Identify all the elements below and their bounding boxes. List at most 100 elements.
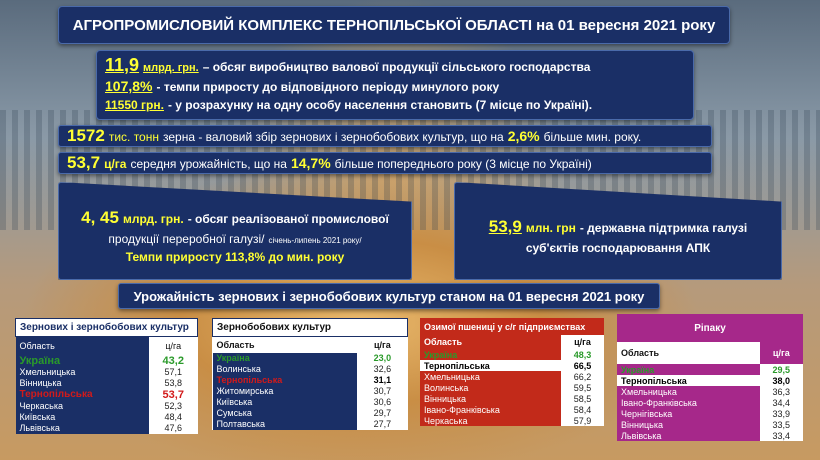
table-cell-region: Тернопільська	[424, 360, 490, 371]
table-cell-value: 23,0	[357, 352, 408, 364]
summary-line-1: 11,9 млрд. грн. – обсяг виробництво вало…	[105, 55, 685, 76]
table-cell-region: Львівська	[19, 423, 60, 433]
table-cell-value: 38,0	[772, 375, 791, 386]
text-support-2: суб'єктів господарювання АПК	[525, 241, 711, 255]
unit-industrial: млрд. грн.	[122, 212, 184, 226]
unit-yield: ц/га	[104, 157, 127, 171]
yield-line: 53,7 ц/га середня урожайність, що на 14,…	[58, 152, 712, 174]
value-per-capita: 11550 грн.	[105, 98, 164, 112]
table-cell-region: Хмельницька	[424, 371, 480, 382]
pct-harvest: 2,6%	[507, 128, 540, 144]
table-cell-region: Черкаська	[19, 401, 63, 411]
table-legumes: Зернобобових культур Область ц/га Україн…	[212, 318, 408, 430]
col-header-yield: ц/га	[149, 336, 198, 355]
text-harvest-2: більше мин. року.	[543, 130, 642, 144]
value-growth-rate: 107,8%	[105, 78, 153, 94]
table-cell-region: Вінницька	[424, 393, 466, 404]
table-cell-value: 59,5	[561, 382, 604, 393]
text-harvest: зерна - валовий збір зернових і зернобоб…	[162, 130, 504, 144]
table-winter-wheat: Озимої пшениці у с/г підприємствах Облас…	[420, 318, 604, 426]
table-cell-region: Київська	[19, 412, 56, 422]
table-cell-region: Київська	[216, 397, 253, 407]
table-title: Озимої пшениці у с/г підприємствах	[420, 318, 604, 335]
unit-harvest: тис. тонн	[108, 130, 159, 144]
table-cell-value: 31,1	[357, 374, 408, 386]
value-industrial: 4, 45	[81, 208, 119, 227]
text-industrial-growth: Темпи приросту 113,8% до мин. року	[125, 250, 345, 264]
table-cell-value: 43,2	[149, 354, 198, 367]
table-title: Зернобобових культур	[212, 318, 408, 337]
table-cell-region: Волинська	[424, 382, 469, 393]
col-header-yield: ц/га	[561, 335, 604, 349]
table-cell-region: Вінницька	[621, 419, 663, 430]
table-cell-region: Івано-Франківська	[424, 404, 500, 415]
table-cell-region: Вінницька	[19, 378, 62, 388]
text-yield: середня урожайність, що на	[130, 157, 287, 171]
yield-subtitle-text: Урожайність зернових і зернобобових куль…	[133, 288, 645, 304]
table-cell-value: 47,6	[149, 422, 198, 434]
text-per-capita: - у розрахунку на одну особу населення с…	[167, 98, 593, 112]
summary-line-2: 107,8% - темпи приросту до відповідного …	[105, 78, 685, 94]
table-cell-value: 57,1	[149, 366, 198, 378]
table-cell-region: Тернопільська	[621, 375, 687, 386]
table-cell-region: Полтавська	[216, 419, 266, 429]
table-cell-region: Тернопільська	[19, 389, 93, 400]
table-cell-region: Тернопільська	[216, 375, 283, 385]
table-title: Зернових і зернобобових культур	[15, 318, 198, 337]
table-cell-region: Волинська	[216, 364, 261, 374]
table-cell-value: 33,4	[759, 430, 803, 441]
col-header-yield: ц/га	[759, 342, 803, 364]
summary-panel: 11,9 млрд. грн. – обсяг виробництво вало…	[96, 50, 694, 120]
table-cell-value: 27,7	[357, 418, 408, 430]
yield-subtitle: Урожайність зернових і зернобобових куль…	[118, 283, 660, 309]
table-cell-region: Хмельницька	[621, 386, 677, 397]
table-cell-region: Україна	[424, 349, 458, 360]
table-cell-region: Львівська	[621, 430, 662, 441]
table-cell-value: 58,4	[561, 404, 604, 415]
value-gross-output: 11,9	[105, 55, 140, 75]
value-yield: 53,7	[67, 153, 101, 172]
table-cell-value: 66,5	[573, 360, 592, 371]
table-cell-value: 33,5	[759, 419, 803, 430]
table-cell-value: 30,7	[357, 385, 408, 397]
table-cell-region: Сумська	[216, 408, 252, 418]
table-cell-value: 53,8	[149, 377, 198, 389]
col-header-region: Область	[621, 348, 660, 358]
col-header-region: Область	[424, 337, 463, 347]
grain-harvest-line: 1572 тис. тонн зерна - валовий збір зерн…	[58, 125, 712, 147]
table-cell-value: 29,5	[759, 364, 803, 375]
value-support: 53,9	[488, 217, 522, 236]
table-rapeseed: Ріпаку Область ц/га Україна 29,5 Тернопіл…	[617, 314, 803, 441]
text-support-1: - державна підтримка галузі	[579, 221, 748, 235]
table-cell-value: 33,9	[759, 408, 803, 419]
table-cell-region: Україна	[621, 364, 655, 375]
table-cell-region: Житомирська	[216, 386, 274, 396]
industrial-sales-box: 4, 45 млрд. грн. - обсяг реалізованої пр…	[58, 182, 412, 280]
text-yield-2: більше попереднього року (3 місце по Укр…	[334, 157, 592, 171]
table-title: Ріпаку	[617, 314, 803, 342]
unit-support: млн. грн	[525, 221, 576, 235]
table-cell-region: Україна	[19, 354, 61, 367]
table-cell-value: 66,2	[561, 371, 604, 382]
table-cell-region: Івано-Франківська	[621, 397, 697, 408]
summary-line-3: 11550 грн. - у розрахунку на одну особу …	[105, 98, 685, 112]
value-harvest: 1572	[67, 126, 105, 145]
table-cell-value: 36,3	[759, 386, 803, 397]
table-cell-region: Черкаська	[424, 415, 468, 426]
table-cell-value: 32,6	[357, 363, 408, 375]
table-cell-value: 29,7	[357, 407, 408, 419]
col-header-region: Область	[216, 339, 255, 350]
table-cell-value: 57,9	[561, 415, 604, 426]
table-cell-value: 58,5	[561, 393, 604, 404]
page-title: АГРОПРОМИСЛОВИЙ КОМПЛЕКС ТЕРНОПІЛЬСЬКОЇ …	[58, 6, 730, 44]
table-cell-region: Хмельницька	[19, 367, 76, 377]
text-growth-rate: - темпи приросту до відповідного періоду…	[156, 80, 500, 94]
col-header-yield: ц/га	[374, 339, 391, 350]
table-cell-value: 48,4	[149, 411, 198, 423]
table-cell-region: Чернігівська	[621, 408, 673, 419]
pct-yield: 14,7%	[290, 155, 331, 171]
table-cell-value: 30,6	[357, 396, 408, 408]
table-cell-value: 48,3	[561, 349, 604, 360]
table-cell-region: Україна	[216, 353, 250, 363]
unit-gross-output: млрд. грн.	[143, 62, 199, 74]
